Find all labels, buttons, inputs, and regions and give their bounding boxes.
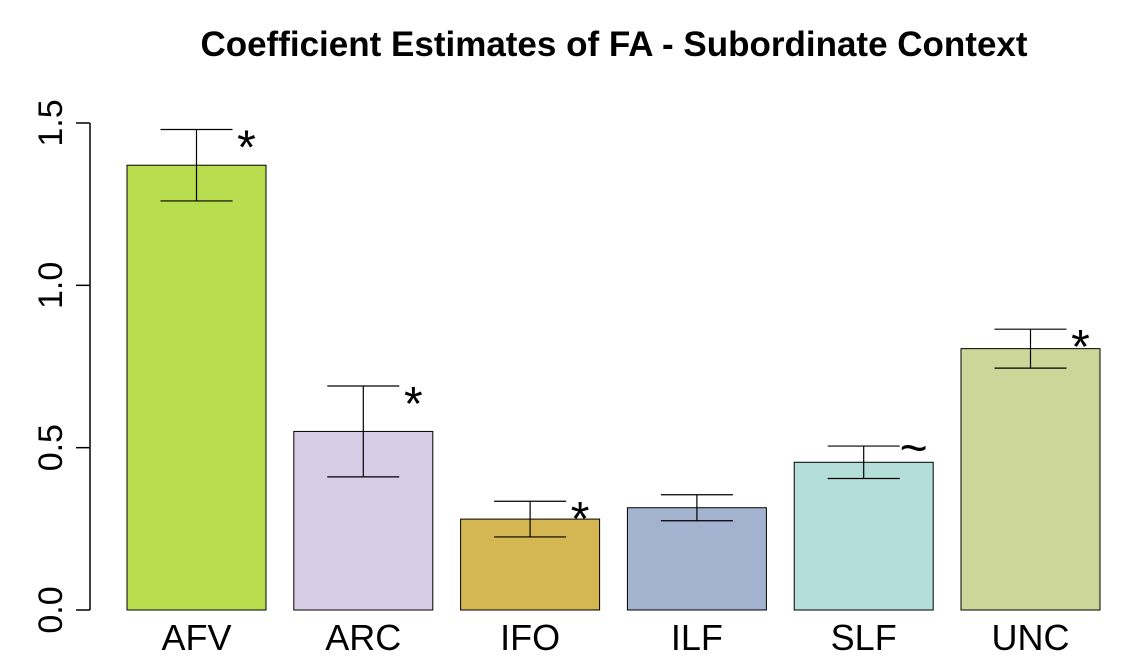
y-tick-label: 0.5 bbox=[32, 424, 70, 471]
bar-ilf bbox=[626, 507, 767, 611]
significance-mark: * bbox=[404, 378, 423, 431]
x-tick-label: ARC bbox=[325, 617, 401, 658]
significance-mark: * bbox=[237, 121, 256, 174]
bar-unc bbox=[960, 348, 1101, 611]
bar-ifo bbox=[460, 518, 601, 611]
x-tick-label: UNC bbox=[992, 617, 1070, 658]
y-axis: 0.0 0.5 1.0 1.5 bbox=[32, 99, 91, 634]
x-tick-label: IFO bbox=[500, 617, 560, 658]
y-tick-label: 1.5 bbox=[32, 99, 70, 146]
y-tick-label: 0.0 bbox=[32, 586, 70, 633]
y-tick-label: 1.0 bbox=[32, 262, 70, 309]
significance-mark: * bbox=[1071, 321, 1090, 374]
bar-slf bbox=[793, 461, 934, 611]
bars bbox=[126, 164, 1101, 611]
x-axis-labels: AFV ARC IFO ILF SLF UNC bbox=[161, 617, 1069, 658]
significance-mark: * bbox=[571, 493, 590, 546]
x-tick-label: SLF bbox=[831, 617, 897, 658]
significance-mark: ~ bbox=[900, 422, 928, 475]
x-tick-label: AFV bbox=[161, 617, 231, 658]
significance-marks: * * * ~ * bbox=[237, 121, 1090, 546]
chart-title: Coefficient Estimates of FA - Subordinat… bbox=[200, 25, 1027, 64]
error-bars bbox=[160, 128, 1067, 538]
bar-afv bbox=[126, 164, 267, 611]
x-tick-label: ILF bbox=[671, 617, 723, 658]
